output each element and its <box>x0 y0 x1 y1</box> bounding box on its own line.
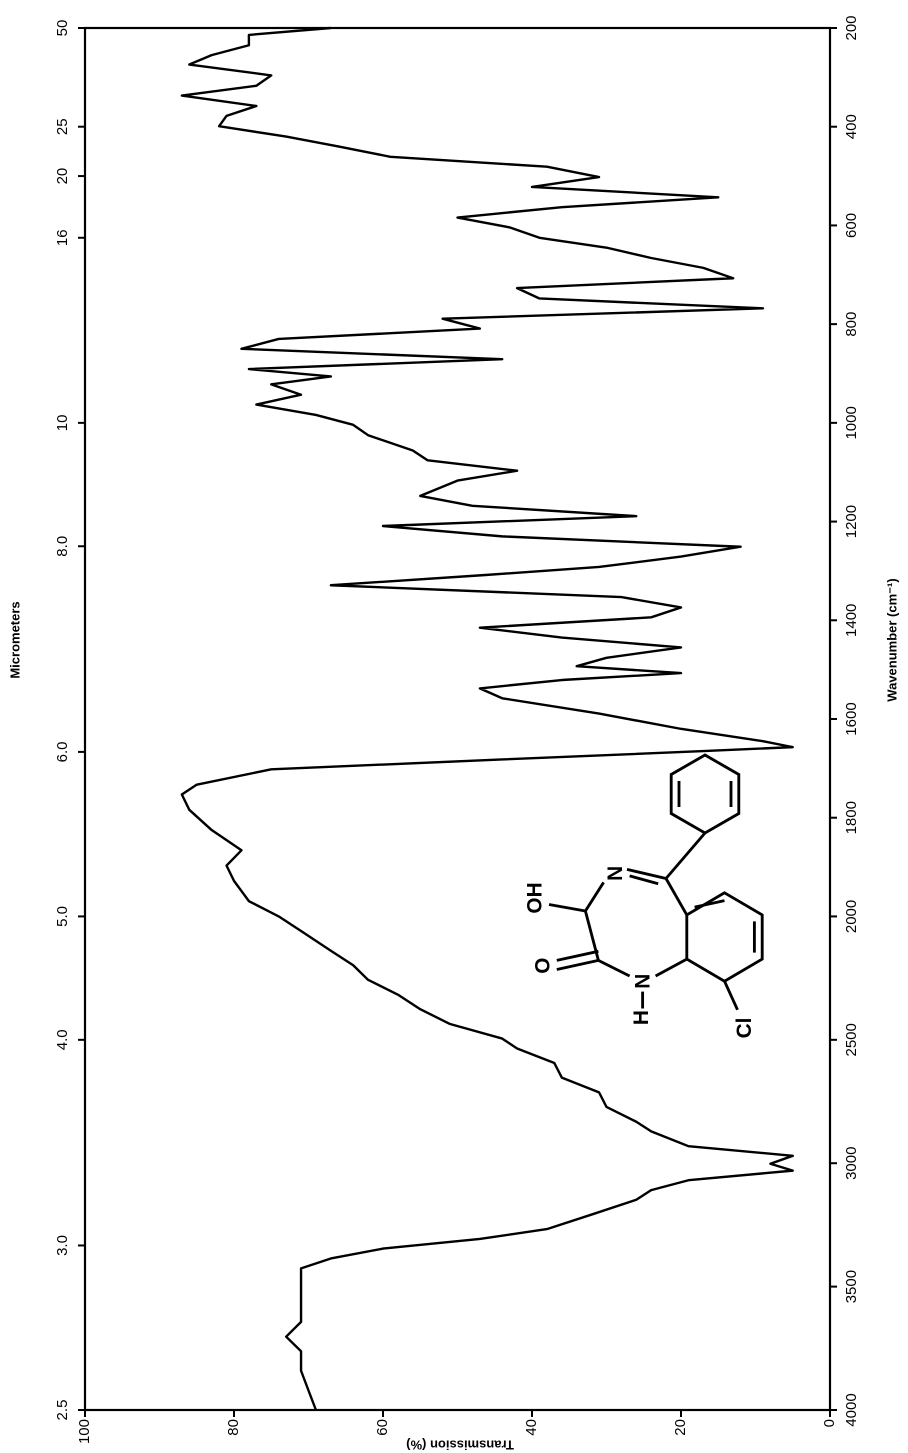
x2-tick-label: 6.0 <box>54 741 71 762</box>
x2-tick-label: 8.0 <box>54 536 71 557</box>
x-tick-label: 400 <box>843 114 860 139</box>
y-tick-label: 20 <box>672 1419 689 1436</box>
atom-label: H <box>630 1010 653 1025</box>
bond <box>669 753 741 835</box>
x-tick-label: 200 <box>843 15 860 40</box>
x-tick-label: 2500 <box>843 1023 860 1056</box>
atom-label: N <box>604 866 627 881</box>
bond <box>548 903 586 913</box>
x-tick-label: 1600 <box>843 702 860 735</box>
atom-label: OH <box>524 882 547 913</box>
x2-tick-label: 50 <box>54 20 71 37</box>
spectrum-line <box>180 26 794 1411</box>
x-tick-label: 1800 <box>843 801 860 834</box>
bond <box>629 874 659 886</box>
x2-tick-label: 5.0 <box>54 906 71 927</box>
x2-tick-label: 10 <box>54 415 71 432</box>
x-axis-title: Wavenumber (cm⁻¹) <box>884 578 899 701</box>
x-tick-label: 4000 <box>843 1393 860 1426</box>
y-tick-label: 80 <box>225 1419 242 1436</box>
x-tick-label: 3500 <box>843 1270 860 1303</box>
bond <box>694 899 725 909</box>
x-tick-label: 800 <box>843 312 860 337</box>
bond <box>556 959 599 971</box>
bond <box>723 980 739 1011</box>
y-tick-label: 100 <box>76 1419 93 1444</box>
atom-label: Cl <box>733 1018 756 1039</box>
atom-label: O <box>531 958 554 974</box>
y-tick-label: 0 <box>821 1419 838 1427</box>
bond <box>654 957 688 978</box>
x-tick-label: 2000 <box>843 900 860 933</box>
x2-tick-label: 16 <box>54 229 71 246</box>
x2-tick-label: 3.0 <box>54 1235 71 1256</box>
x-tick-label: 1200 <box>843 505 860 538</box>
x2-tick-label: 4.0 <box>54 1029 71 1050</box>
bond <box>583 881 631 978</box>
bond <box>664 832 707 880</box>
x-tick-label: 1400 <box>843 604 860 637</box>
x2-axis-title: Micrometers <box>7 601 22 678</box>
bond <box>556 949 599 962</box>
x2-tick-label: 25 <box>54 118 71 135</box>
x-tick-label: 600 <box>843 213 860 238</box>
rotated-chart: Wavenumber (cm⁻¹) Micrometers Transmissi… <box>7 15 899 1452</box>
atom-label: N <box>631 974 654 989</box>
x-tick-label: 3000 <box>843 1147 860 1180</box>
x-tick-label: 1000 <box>843 406 860 439</box>
x2-tick-label: 2.5 <box>54 1400 71 1421</box>
x2-tick-label: 20 <box>54 168 71 185</box>
y-axis-title: Transmission (%) <box>406 1438 514 1453</box>
structure: H N O OH N Cl <box>524 753 764 1039</box>
plot-frame <box>83 26 832 1412</box>
y-tick-label: 60 <box>374 1419 391 1436</box>
y-tick-label: 40 <box>523 1419 540 1436</box>
